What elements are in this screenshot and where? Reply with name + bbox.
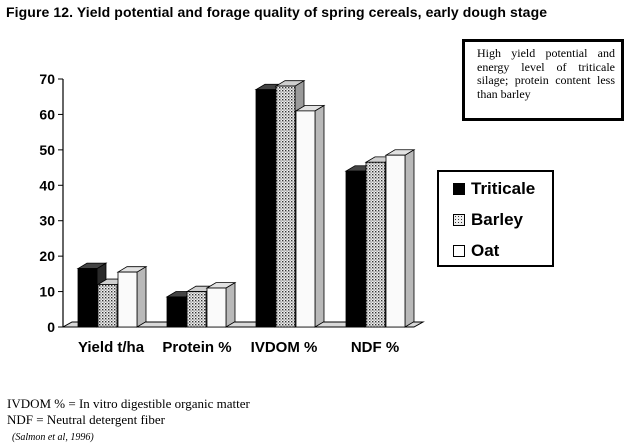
footnote-ivdom: IVDOM % = In vitro digestible organic ma… bbox=[7, 396, 250, 411]
legend-item-triticale: Triticale bbox=[453, 179, 535, 199]
bar-oat-3 bbox=[384, 149, 416, 328]
bar-oat-0 bbox=[116, 265, 148, 328]
bar-front bbox=[255, 89, 276, 328]
bar-front bbox=[275, 85, 296, 328]
legend-swatch-barley bbox=[453, 214, 465, 226]
footnote-ndf: NDF = Neutral detergent fiber bbox=[7, 412, 165, 427]
x-category-label: NDF % bbox=[351, 339, 399, 356]
legend-item-oat: Oat bbox=[453, 241, 499, 261]
x-category-label: Yield t/ha bbox=[78, 339, 145, 356]
y-tick-label: 0 bbox=[47, 319, 55, 335]
bar-front bbox=[365, 161, 386, 328]
bar-front bbox=[117, 271, 138, 328]
bar-oat-2 bbox=[294, 104, 326, 328]
annotation-box: High yield potential and energy level of… bbox=[462, 39, 624, 121]
bar-oat-1 bbox=[205, 281, 237, 328]
bar-front bbox=[385, 154, 406, 328]
bar-front bbox=[206, 287, 227, 328]
bar-front bbox=[186, 291, 207, 328]
y-tick-label: 70 bbox=[39, 71, 55, 87]
legend-label-barley: Barley bbox=[471, 210, 523, 229]
bar-front bbox=[77, 268, 98, 328]
bar-front bbox=[345, 170, 366, 328]
legend-label-triticale: Triticale bbox=[471, 179, 536, 198]
y-tick-label: 30 bbox=[39, 213, 55, 229]
bar-front bbox=[97, 284, 118, 328]
bar-side bbox=[136, 265, 147, 328]
legend-swatch-triticale bbox=[453, 183, 465, 195]
bar-side bbox=[314, 104, 325, 328]
legend-swatch-oat bbox=[453, 245, 465, 257]
bar-front bbox=[295, 110, 316, 328]
legend-item-barley: Barley bbox=[453, 210, 523, 230]
y-tick-label: 60 bbox=[39, 106, 55, 122]
source-citation: (Salmon et al, 1996) bbox=[12, 432, 94, 443]
x-category-label: IVDOM % bbox=[251, 339, 318, 356]
y-tick-label: 50 bbox=[39, 142, 55, 158]
x-category-label: Protein % bbox=[162, 339, 231, 356]
y-tick-label: 40 bbox=[39, 177, 55, 193]
axis-layer: 0 10 20 30 40 50 60 70 Yield t/ha Protein % IVDOM … bbox=[39, 71, 425, 356]
bars-layer bbox=[76, 79, 416, 328]
figure-title: Figure 12. Yield potential and forage qu… bbox=[6, 4, 548, 20]
legend: Triticale Barley Oat bbox=[437, 170, 554, 267]
y-tick-label: 10 bbox=[39, 284, 55, 300]
y-tick-label: 20 bbox=[39, 248, 55, 264]
legend-label-oat: Oat bbox=[471, 241, 500, 260]
bar-side bbox=[225, 281, 236, 328]
bar-front bbox=[166, 296, 187, 328]
bar-side bbox=[404, 149, 415, 328]
